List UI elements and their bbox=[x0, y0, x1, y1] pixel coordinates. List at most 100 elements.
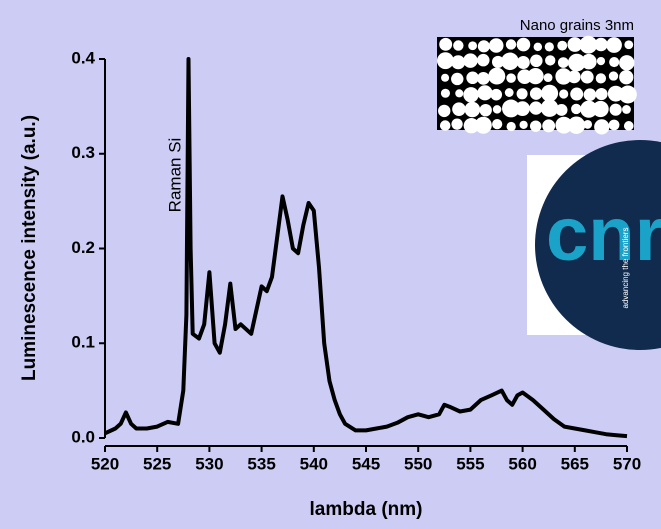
grain bbox=[583, 88, 597, 101]
x-tick-label: 550 bbox=[404, 454, 432, 473]
grain bbox=[618, 85, 637, 104]
grain bbox=[545, 55, 556, 66]
y-tick-label: 0.4 bbox=[71, 48, 95, 67]
grain bbox=[624, 40, 634, 50]
grain bbox=[583, 119, 593, 129]
grain bbox=[516, 37, 531, 52]
grain bbox=[468, 41, 478, 51]
grain bbox=[451, 55, 466, 70]
grain bbox=[441, 73, 450, 82]
x-tick-label: 530 bbox=[195, 454, 223, 473]
grain bbox=[555, 116, 573, 134]
x-tick-label: 540 bbox=[300, 454, 328, 473]
grain bbox=[594, 37, 608, 52]
grain bbox=[595, 88, 608, 101]
x-tick-label: 545 bbox=[352, 454, 380, 473]
annotation: Raman Si bbox=[165, 138, 184, 213]
y-tick-label: 0.1 bbox=[71, 333, 95, 352]
grain bbox=[570, 87, 584, 101]
grain bbox=[439, 37, 453, 51]
grain bbox=[516, 88, 528, 100]
grain bbox=[492, 105, 502, 114]
grain bbox=[542, 119, 556, 133]
grain bbox=[463, 87, 479, 103]
grain bbox=[579, 35, 598, 54]
grain bbox=[606, 37, 622, 53]
grain bbox=[463, 53, 478, 68]
logo-tagline: advancing the frontiers bbox=[621, 228, 630, 309]
grain bbox=[474, 116, 492, 134]
grain bbox=[466, 71, 479, 85]
grain bbox=[555, 68, 572, 85]
x-tick-label: 570 bbox=[613, 454, 641, 473]
grain bbox=[567, 116, 586, 134]
grain bbox=[540, 99, 559, 117]
grain bbox=[557, 57, 569, 68]
grain bbox=[609, 56, 620, 68]
grain bbox=[541, 84, 559, 102]
grain bbox=[567, 70, 581, 84]
grain bbox=[439, 120, 451, 131]
grain bbox=[477, 72, 490, 85]
logo: cnrs advancing the frontiers bbox=[527, 140, 661, 350]
grain bbox=[463, 117, 480, 134]
grain bbox=[477, 40, 490, 53]
x-tick-label: 520 bbox=[91, 454, 119, 473]
grain bbox=[595, 73, 607, 84]
grain bbox=[477, 53, 490, 67]
grain bbox=[596, 56, 606, 66]
x-tick-label: 525 bbox=[143, 454, 171, 473]
grain bbox=[502, 99, 520, 118]
grain bbox=[516, 56, 530, 69]
grain bbox=[504, 88, 514, 97]
grain bbox=[592, 100, 609, 118]
grain bbox=[619, 70, 634, 85]
y-axis-label: Luminescence intensity (a.u.) bbox=[19, 115, 40, 381]
y-tick-label: 0.3 bbox=[71, 143, 95, 162]
y-tick-label: 0.0 bbox=[71, 427, 95, 446]
spectrum-line bbox=[104, 57, 628, 439]
x-tick-label: 560 bbox=[508, 454, 536, 473]
grain bbox=[529, 101, 543, 115]
grain bbox=[451, 72, 464, 86]
grain bbox=[490, 88, 503, 101]
grain bbox=[505, 39, 517, 50]
grain bbox=[608, 71, 619, 81]
grain bbox=[519, 120, 528, 129]
grain bbox=[436, 52, 454, 70]
grain bbox=[581, 53, 597, 70]
grain bbox=[580, 70, 594, 84]
grain bbox=[440, 88, 450, 98]
grain bbox=[488, 38, 504, 53]
grain bbox=[527, 67, 544, 85]
grain bbox=[506, 121, 516, 132]
grain bbox=[559, 89, 569, 99]
grain bbox=[451, 118, 463, 130]
grain bbox=[543, 73, 553, 83]
logo-disc bbox=[535, 140, 661, 350]
grain bbox=[530, 54, 543, 68]
grain bbox=[501, 52, 519, 71]
grain bbox=[580, 100, 598, 118]
grain bbox=[479, 103, 492, 117]
grain bbox=[477, 85, 493, 101]
grain bbox=[464, 101, 481, 118]
grain bbox=[608, 119, 620, 131]
grain bbox=[438, 104, 451, 118]
y-tick-label: 0.2 bbox=[71, 238, 95, 257]
grain bbox=[492, 118, 503, 130]
grain bbox=[529, 87, 543, 100]
grain bbox=[506, 73, 516, 83]
grain bbox=[544, 42, 554, 52]
grain bbox=[453, 40, 464, 51]
grain bbox=[557, 40, 568, 51]
grain bbox=[529, 120, 542, 132]
logo-text: cnrs bbox=[546, 192, 661, 277]
grain bbox=[567, 53, 586, 72]
grain bbox=[533, 42, 543, 52]
grain bbox=[622, 105, 631, 114]
grain bbox=[555, 104, 568, 116]
grain bbox=[609, 103, 622, 116]
x-tick-label: 565 bbox=[561, 454, 589, 473]
